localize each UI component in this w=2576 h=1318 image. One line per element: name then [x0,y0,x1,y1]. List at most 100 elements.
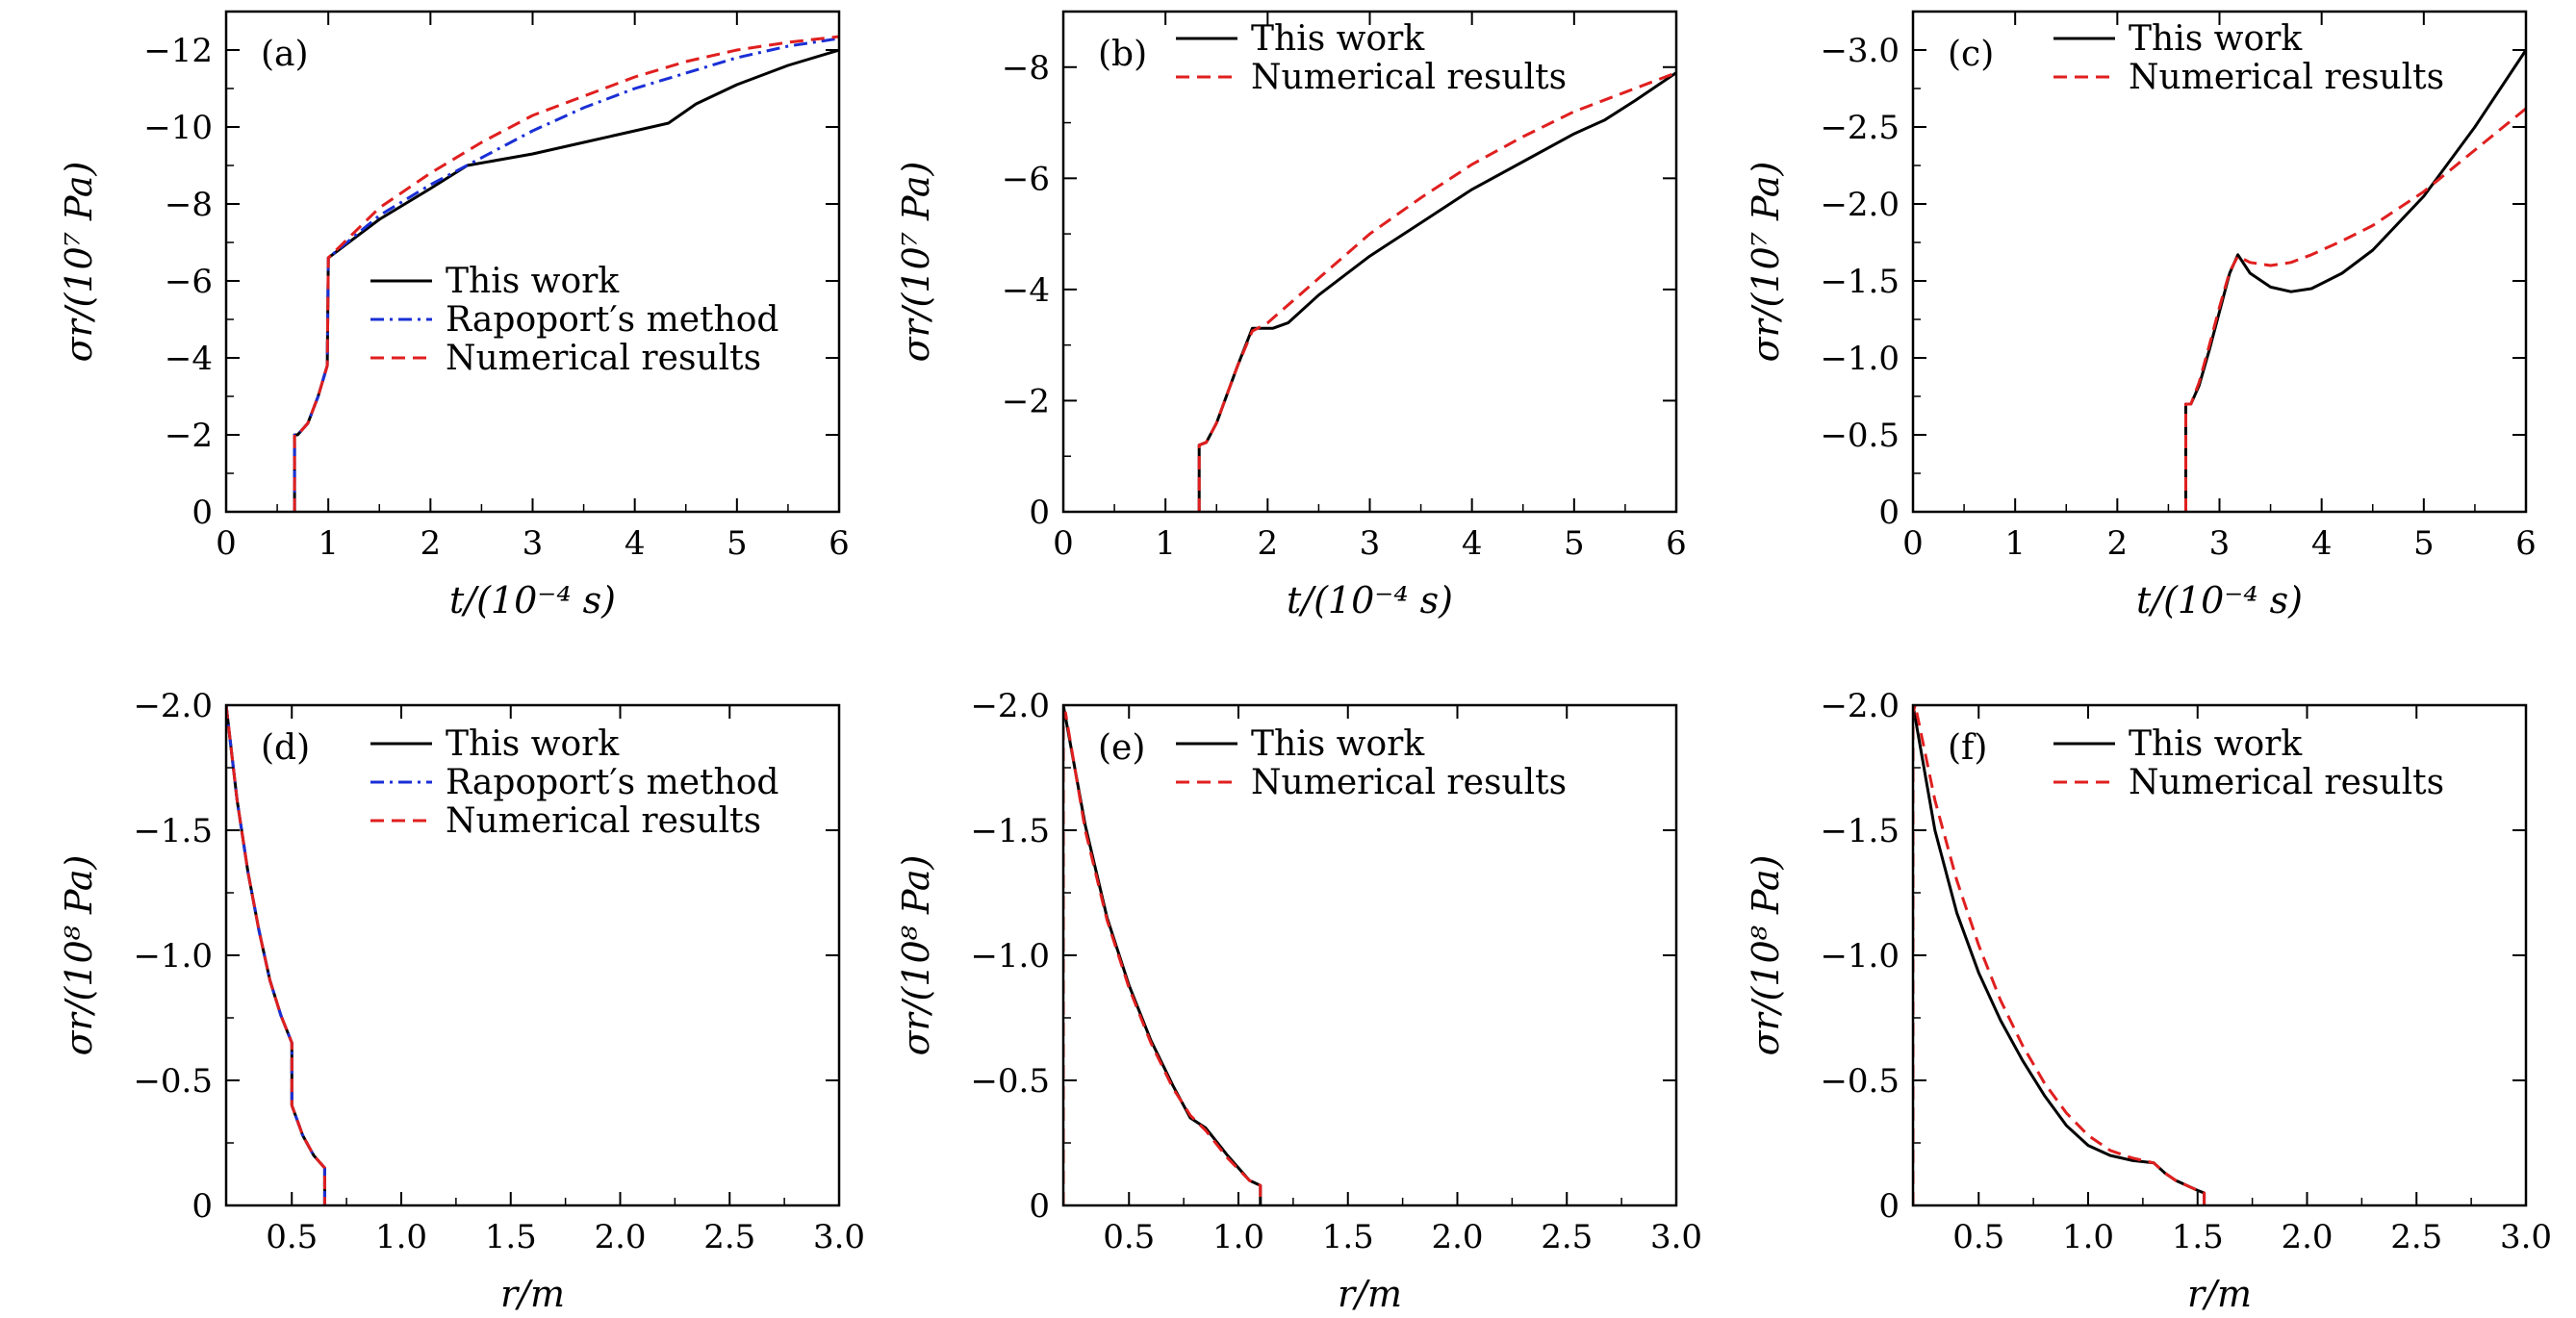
y-tick-label: −0.5 [133,1062,213,1101]
x-tick-label: 6 [1666,524,1687,563]
y-tick-label: −8 [165,186,213,224]
x-tick-label: 3 [2209,524,2231,563]
y-tick-label: 0 [1878,494,1900,532]
series-line-numerical [293,35,839,512]
x-tick-label: 2.0 [2281,1218,2333,1256]
x-tick-label: 0 [1053,524,1074,563]
x-tick-label: 1.0 [2062,1218,2114,1256]
panel-label: (e) [1098,728,1145,768]
y-tick-label: −1.5 [1820,812,1900,850]
x-tick-label: 1.5 [1322,1218,1374,1256]
legend-entry: Numerical results [446,339,761,378]
y-axis-label: σr/(10⁷ Pa) [895,162,937,363]
x-tick-label: 1.0 [375,1218,427,1256]
x-tick-label: 5 [727,524,748,563]
x-tick-label: 0 [1902,524,1924,563]
legend-entry: Numerical results [1251,58,1567,97]
series-line-numerical [2184,107,2526,512]
panel-label: (f) [1948,728,1987,768]
legend-entry: This work [446,724,620,764]
y-tick-label: −2 [1002,382,1050,420]
y-tick-label: −2.5 [1820,109,1900,147]
panel-f: 0.5 1.0 1.5 2.0 2.5 3.0 0 −0.5 −1.0 −1.5 −2.0 r/m σr… [1745,687,2552,1315]
series-line-numerical [226,705,326,1205]
panel-d: 0.5 1.0 1.5 2.0 2.5 3.0 0 −0.5 −1.0 −1.5 −2.0 r/m σr… [58,687,865,1315]
y-tick-label: −10 [143,109,213,147]
legend-entry: Numerical results [2129,763,2444,802]
x-axis-label: t/(10⁻⁴ s) [449,579,616,621]
x-tick-label: 1.0 [1212,1218,1264,1256]
x-tick-label: 2.0 [1431,1218,1483,1256]
y-tick-label: −1.0 [1820,937,1900,976]
x-tick-label: 2.0 [594,1218,646,1256]
panel-b: 0 1 2 3 4 5 6 0 −2 −4 −6 −8 t/(10⁻⁴ s) σr/(10⁷ Pa) (b)… [895,10,1687,621]
y-tick-label: −1.0 [970,937,1050,976]
x-tick-label: 1 [318,524,339,563]
series-line-numerical [1197,71,1676,512]
x-tick-label: 6 [829,524,850,563]
y-tick-label: −2.0 [133,687,213,725]
x-tick-label: 2 [1258,524,1279,563]
y-tick-label: 0 [1878,1187,1900,1226]
series-line-numerical [1063,711,1262,1205]
series-line-this-work [2184,49,2526,512]
y-tick-label: 0 [191,494,213,532]
y-tick-label: 0 [1029,494,1050,532]
y-tick-label: −2.0 [1820,687,1900,725]
y-tick-label: −2 [165,417,213,455]
y-tick-label: −0.5 [1820,417,1900,455]
x-tick-label: 3.0 [2500,1218,2552,1256]
x-tick-label: 1 [2004,524,2026,563]
series-line-this-work [226,705,326,1205]
y-axis-label: σr/(10⁷ Pa) [58,162,100,363]
legend-entry: This work [446,262,620,301]
x-tick-label: 2 [2107,524,2129,563]
x-tick-label: 6 [2515,524,2537,563]
y-tick-label: −4 [165,340,213,378]
x-tick-label: 1.5 [485,1218,537,1256]
legend-entry: This work [2129,724,2303,764]
y-tick-label: −6 [1002,160,1050,198]
legend-entry: Rapoport′s method [446,763,778,802]
x-tick-label: 3.0 [813,1218,865,1256]
y-tick-label: 0 [1029,1187,1050,1226]
y-tick-label: −1.0 [133,937,213,976]
x-axis-label: r/m [2187,1273,2252,1315]
y-axis-label: σr/(10⁸ Pa) [1745,855,1787,1056]
x-tick-label: 4 [625,524,646,563]
legend-entry: This work [1251,19,1425,59]
y-tick-label: −2.0 [1820,186,1900,224]
x-tick-label: 4 [2311,524,2333,563]
x-tick-label: 5 [2413,524,2435,563]
legend-entry: Numerical results [2129,58,2444,97]
x-tick-label: 4 [1462,524,1483,563]
y-axis-label: σr/(10⁷ Pa) [1745,162,1787,363]
panel-a: 0 1 2 3 4 5 6 0 −2 −4 −6 −8 −10 −12 t/(10⁻⁴ s) σr/(10⁷ … [58,10,850,621]
x-tick-label: 3.0 [1650,1218,1702,1256]
panel-label: (d) [261,728,310,768]
x-axis-label: t/(10⁻⁴ s) [1287,579,1453,621]
legend-entry: Numerical results [1251,763,1567,802]
y-tick-label: −8 [1002,49,1050,88]
x-tick-label: 3 [523,524,544,563]
x-tick-label: 1.5 [2172,1218,2224,1256]
x-axis-label: r/m [1338,1273,1402,1315]
y-axis-label: σr/(10⁸ Pa) [895,855,937,1056]
panel-label: (b) [1098,35,1147,74]
legend-entry: Numerical results [446,801,761,841]
series-line-numerical [1913,705,2206,1205]
legend-entry: This work [1251,724,1425,764]
series-line-rapoport [226,705,326,1205]
y-tick-label: −3.0 [1820,32,1900,70]
y-tick-label: −1.5 [970,812,1050,850]
series-line-this-work [1197,71,1676,512]
x-tick-label: 2.5 [703,1218,755,1256]
x-tick-label: 3 [1360,524,1381,563]
y-tick-label: −1.5 [1820,263,1900,301]
x-tick-label: 1 [1155,524,1176,563]
x-tick-label: 2.5 [2390,1218,2442,1256]
x-axis-label: r/m [500,1273,565,1315]
panel-e: 0.5 1.0 1.5 2.0 2.5 3.0 0 −0.5 −1.0 −1.5 −2.0 r/m σr… [895,687,1702,1315]
series-line-this-work [1913,705,2206,1205]
